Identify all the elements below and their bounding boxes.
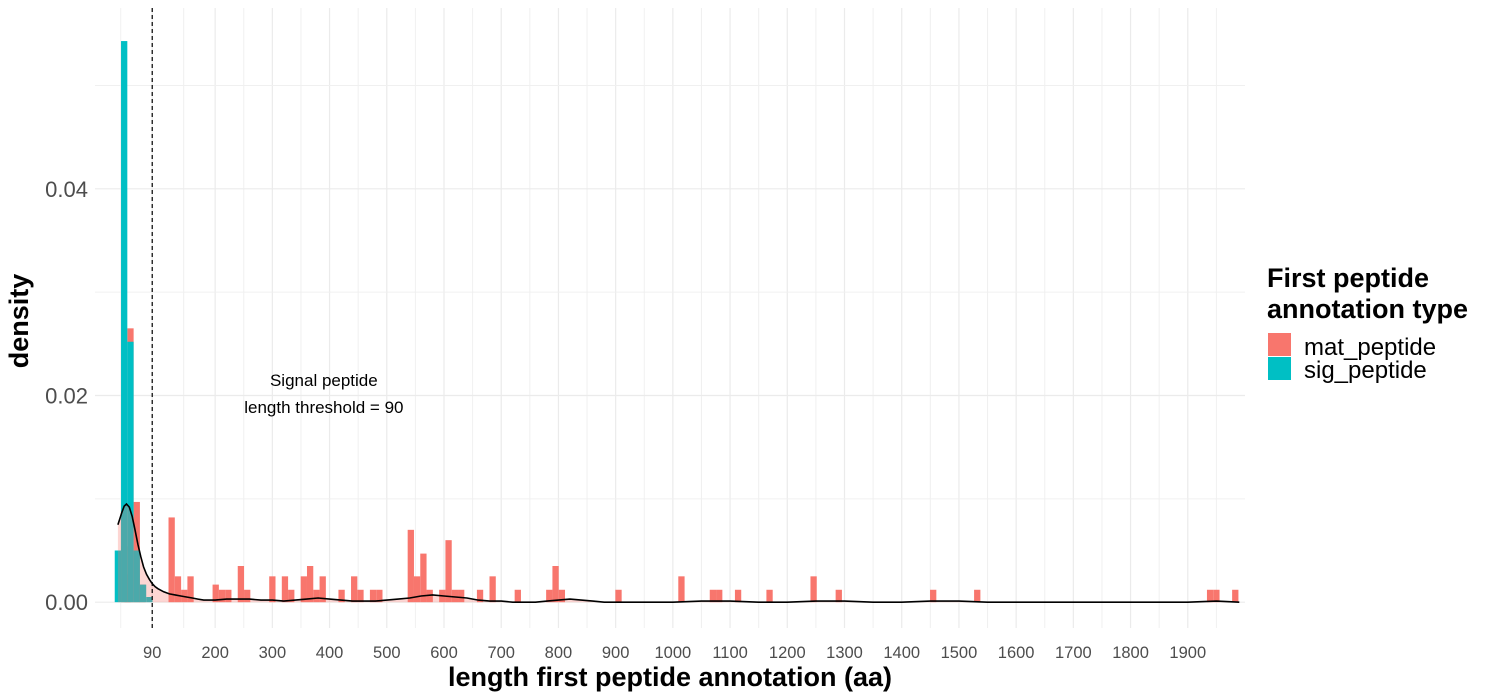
bar-mat-peptide <box>1232 589 1239 603</box>
y-axis-ticks: 0.00 0.02 0.04 <box>45 177 88 615</box>
x-tick-label: 200 <box>201 644 229 662</box>
bar-sig-peptide <box>114 550 122 603</box>
legend-key-sig-peptide <box>1268 357 1291 380</box>
x-tick-label: 1100 <box>712 644 747 662</box>
legend: First peptide annotation type mat_peptid… <box>1267 263 1468 384</box>
bar-mat-peptide <box>810 576 817 603</box>
bar-mat-peptide <box>678 576 685 603</box>
bar-mat-peptide <box>1206 589 1214 603</box>
bar-mat-peptide <box>546 589 553 603</box>
x-tick-label: 800 <box>545 644 573 662</box>
bar-mat-peptide <box>237 566 245 603</box>
density-curve <box>117 502 1240 603</box>
x-axis-title: length first peptide annotation (aa) <box>448 662 892 692</box>
bar-mat-peptide <box>281 576 289 603</box>
bar-mat-peptide <box>313 589 320 603</box>
legend-label-sig-peptide: sig_peptide <box>1304 357 1427 384</box>
x-tick-label: 90 <box>143 644 161 662</box>
bar-mat-peptide <box>552 566 559 603</box>
bar-mat-peptide <box>357 589 364 603</box>
bar-mat-peptide <box>306 566 314 603</box>
bar-sig-peptide <box>139 584 147 603</box>
bar-mat-peptide <box>300 576 307 603</box>
x-tick-label: 600 <box>430 644 458 662</box>
bar-mat-peptide <box>558 589 566 603</box>
bar-mat-peptide <box>174 576 182 603</box>
x-tick-label: 1900 <box>1169 644 1206 662</box>
bar-mat-peptide <box>930 589 937 603</box>
x-axis-ticks: 90 200 300 400 500 600 700 800 900 1000 1100 1200 13… <box>143 644 1206 662</box>
y-tick-label: 0.02 <box>45 384 88 409</box>
x-tick-label: 1800 <box>1112 644 1149 662</box>
bar-mat-peptide <box>413 576 421 603</box>
bar-mat-peptide <box>376 589 383 603</box>
bar-sig-peptide <box>127 341 134 603</box>
x-tick-label: 500 <box>373 644 401 662</box>
bar-mat-peptide <box>338 589 345 603</box>
x-tick-label: 1400 <box>883 644 920 662</box>
bar-mat-peptide <box>734 589 742 603</box>
x-tick-label: 900 <box>602 644 630 662</box>
bar-mat-peptide <box>288 589 295 603</box>
annotation-line-1: Signal peptide <box>270 371 378 390</box>
bar-mat-peptide <box>514 589 521 603</box>
bar-mat-peptide <box>351 576 358 603</box>
legend-title-line-1: First peptide <box>1267 263 1429 293</box>
x-tick-label: 1300 <box>826 644 863 662</box>
bar-sig-peptide <box>133 550 140 603</box>
bar-mat-peptide <box>451 589 459 603</box>
bar-sig-peptide <box>121 41 128 603</box>
annotation-line-2: length threshold = 90 <box>244 398 403 417</box>
bar-mat-peptide <box>369 589 377 603</box>
x-tick-label: 1200 <box>769 644 806 662</box>
bar-sig-peptide <box>146 597 153 603</box>
x-tick-label: 300 <box>259 644 287 662</box>
y-tick-label: 0.04 <box>45 177 88 202</box>
bar-mat-peptide <box>766 589 773 603</box>
bar-mat-peptide <box>187 576 194 603</box>
y-tick-label: 0.00 <box>45 590 88 615</box>
bar-mat-peptide <box>476 589 484 603</box>
x-tick-label: 700 <box>487 644 515 662</box>
bar-mat-peptide <box>835 589 842 603</box>
legend-label-mat-peptide: mat_peptide <box>1304 334 1436 361</box>
bar-mat-peptide <box>615 589 622 603</box>
bar-mat-peptide <box>225 589 232 603</box>
density-line <box>117 502 1240 603</box>
bar-mat-peptide <box>168 517 175 603</box>
histogram-bars <box>114 41 1239 603</box>
x-tick-label: 1600 <box>998 644 1035 662</box>
bar-mat-peptide <box>407 529 414 603</box>
bar-mat-peptide <box>974 589 981 603</box>
x-tick-label: 400 <box>316 644 344 662</box>
x-tick-label: 1700 <box>1055 644 1092 662</box>
bar-mat-peptide <box>244 589 251 603</box>
legend-key-mat-peptide <box>1268 333 1291 356</box>
bar-mat-peptide <box>269 576 276 603</box>
bar-mat-peptide <box>716 589 723 603</box>
bar-mat-peptide <box>1213 589 1220 603</box>
bar-mat-peptide <box>212 584 219 603</box>
x-tick-label: 1000 <box>655 644 692 662</box>
bar-mat-peptide <box>709 589 717 603</box>
grid-lines <box>95 8 1245 628</box>
y-axis-title: density <box>4 274 34 369</box>
bar-mat-peptide <box>445 540 452 603</box>
bar-mat-peptide <box>218 589 226 603</box>
bar-mat-peptide <box>458 589 465 603</box>
bar-mat-peptide <box>420 553 427 603</box>
bar-mat-peptide <box>319 576 326 603</box>
legend-title-line-2: annotation type <box>1267 294 1468 324</box>
x-tick-label: 1500 <box>941 644 978 662</box>
bar-mat-peptide <box>489 576 496 603</box>
